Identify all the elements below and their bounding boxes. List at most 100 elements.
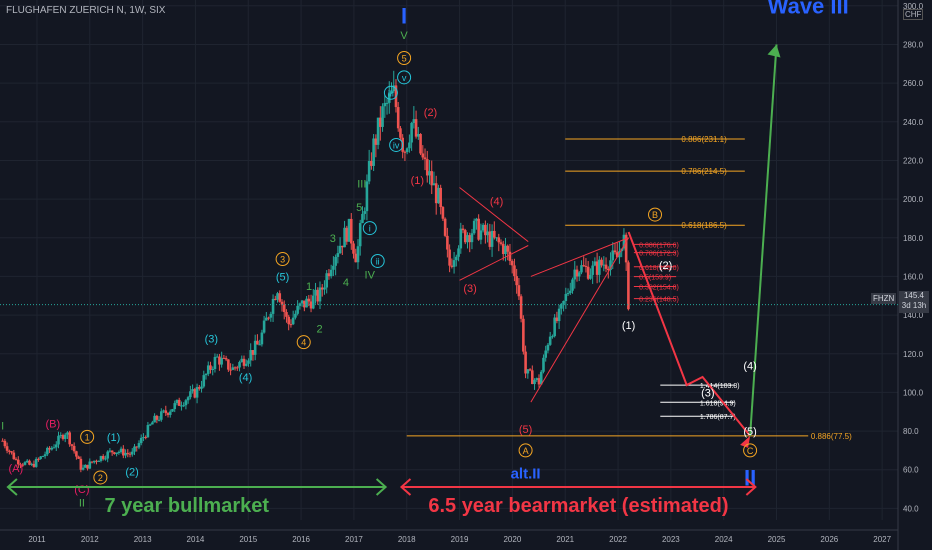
x-tick-label: 2011 xyxy=(28,535,46,544)
wave-label: A xyxy=(523,446,529,456)
bear-market-label: 6.5 year bearmarket (estimated) xyxy=(428,495,728,517)
candle-body xyxy=(110,450,114,453)
candle-body xyxy=(381,106,384,127)
wave-circle xyxy=(518,443,533,458)
wave-label: (2) xyxy=(424,107,437,119)
wave-circle xyxy=(743,443,758,458)
y-tick-label: 80.0 xyxy=(903,427,919,436)
candle-body xyxy=(273,298,277,300)
candle-body xyxy=(432,183,436,186)
candle-body xyxy=(50,447,54,450)
wave-label: (3) xyxy=(205,333,218,345)
candle-body xyxy=(593,261,597,266)
candle-body xyxy=(566,292,570,295)
candle-body xyxy=(609,260,612,271)
wave-label: (5) xyxy=(276,271,289,283)
candle-body xyxy=(327,273,331,277)
candle-body xyxy=(383,102,387,107)
candle-body xyxy=(124,452,127,456)
wave-label: C xyxy=(747,446,754,456)
candle-body xyxy=(517,285,521,297)
wave-label: 4 xyxy=(343,277,349,289)
x-tick-label: 2018 xyxy=(398,535,416,544)
fib-retrace-label: 0.618(165.0) xyxy=(639,265,679,272)
candle-body xyxy=(396,107,400,129)
x-tick-label: 2017 xyxy=(345,535,363,544)
candle-body xyxy=(191,389,194,392)
candle-body xyxy=(410,122,413,143)
candle-body xyxy=(399,128,402,138)
candle-body xyxy=(624,234,628,263)
candle-body xyxy=(589,274,592,279)
candle-body xyxy=(227,359,230,370)
candle-body xyxy=(318,287,322,302)
candle-body xyxy=(562,301,565,304)
candle-body xyxy=(341,245,344,248)
candle-body xyxy=(606,268,610,271)
wave-circle xyxy=(275,252,290,267)
candle-body xyxy=(358,223,362,247)
candle-body xyxy=(173,403,177,410)
candle-body xyxy=(61,435,65,439)
symbol-tag: FHZN xyxy=(871,293,897,304)
candle-body xyxy=(370,160,373,166)
wave-label: II xyxy=(79,498,85,510)
candle-body xyxy=(470,233,474,243)
wave-label: 1 xyxy=(85,432,90,442)
candle-body xyxy=(428,171,431,176)
y-tick-label: 180.0 xyxy=(903,234,924,243)
bear-arrow-right xyxy=(745,478,757,496)
candle-body xyxy=(618,251,621,258)
wave-label: 5 xyxy=(402,53,407,63)
candle-body xyxy=(437,187,440,204)
candle-body xyxy=(488,231,492,247)
candle-body xyxy=(568,290,572,293)
last-price-tag: 145.4 3d 13h xyxy=(899,291,929,313)
candle-body xyxy=(430,171,434,186)
x-tick-label: 2023 xyxy=(662,535,680,544)
candle-body xyxy=(164,410,168,414)
candle-body xyxy=(92,460,96,463)
x-tick-label: 2019 xyxy=(451,535,469,544)
bull-arrow-left xyxy=(6,478,18,496)
candle-body xyxy=(533,379,536,385)
candle-body xyxy=(582,265,585,267)
candle-body xyxy=(68,432,71,445)
candle-body xyxy=(316,289,320,302)
candle-body xyxy=(390,91,393,94)
candle-body xyxy=(448,249,451,266)
fib-retrace-label: 0.236(148.5) xyxy=(639,297,679,304)
candle-body xyxy=(144,437,147,439)
candle-body xyxy=(66,432,69,435)
candle-body xyxy=(200,386,203,389)
candle-body xyxy=(37,458,40,460)
fib-retrace-label: 0.786(172.3) xyxy=(639,251,679,258)
candle-body xyxy=(113,452,116,454)
candle-body xyxy=(166,413,170,415)
candle-body xyxy=(300,300,304,304)
candle-body xyxy=(19,464,22,466)
candle-body xyxy=(126,452,130,454)
candle-body xyxy=(573,269,577,280)
candle-body xyxy=(425,159,429,176)
wave-circle xyxy=(370,253,385,268)
wave-circle xyxy=(80,429,95,444)
candle-body xyxy=(508,251,512,261)
y-tick-label: 60.0 xyxy=(903,466,919,475)
candle-body xyxy=(186,397,190,401)
candle-body xyxy=(307,298,311,302)
candle-body xyxy=(139,437,143,444)
candle-body xyxy=(122,448,125,456)
candle-body xyxy=(229,369,232,371)
trend-line xyxy=(459,245,529,281)
wave-circle xyxy=(362,221,377,236)
candle-body xyxy=(493,230,496,238)
candle-body xyxy=(265,317,268,321)
candle-body xyxy=(135,446,139,448)
wave-label: (5) xyxy=(743,426,756,438)
candle-body xyxy=(472,220,476,234)
candle-body xyxy=(387,93,391,103)
candle-body xyxy=(222,357,226,359)
x-tick-label: 2026 xyxy=(820,535,838,544)
